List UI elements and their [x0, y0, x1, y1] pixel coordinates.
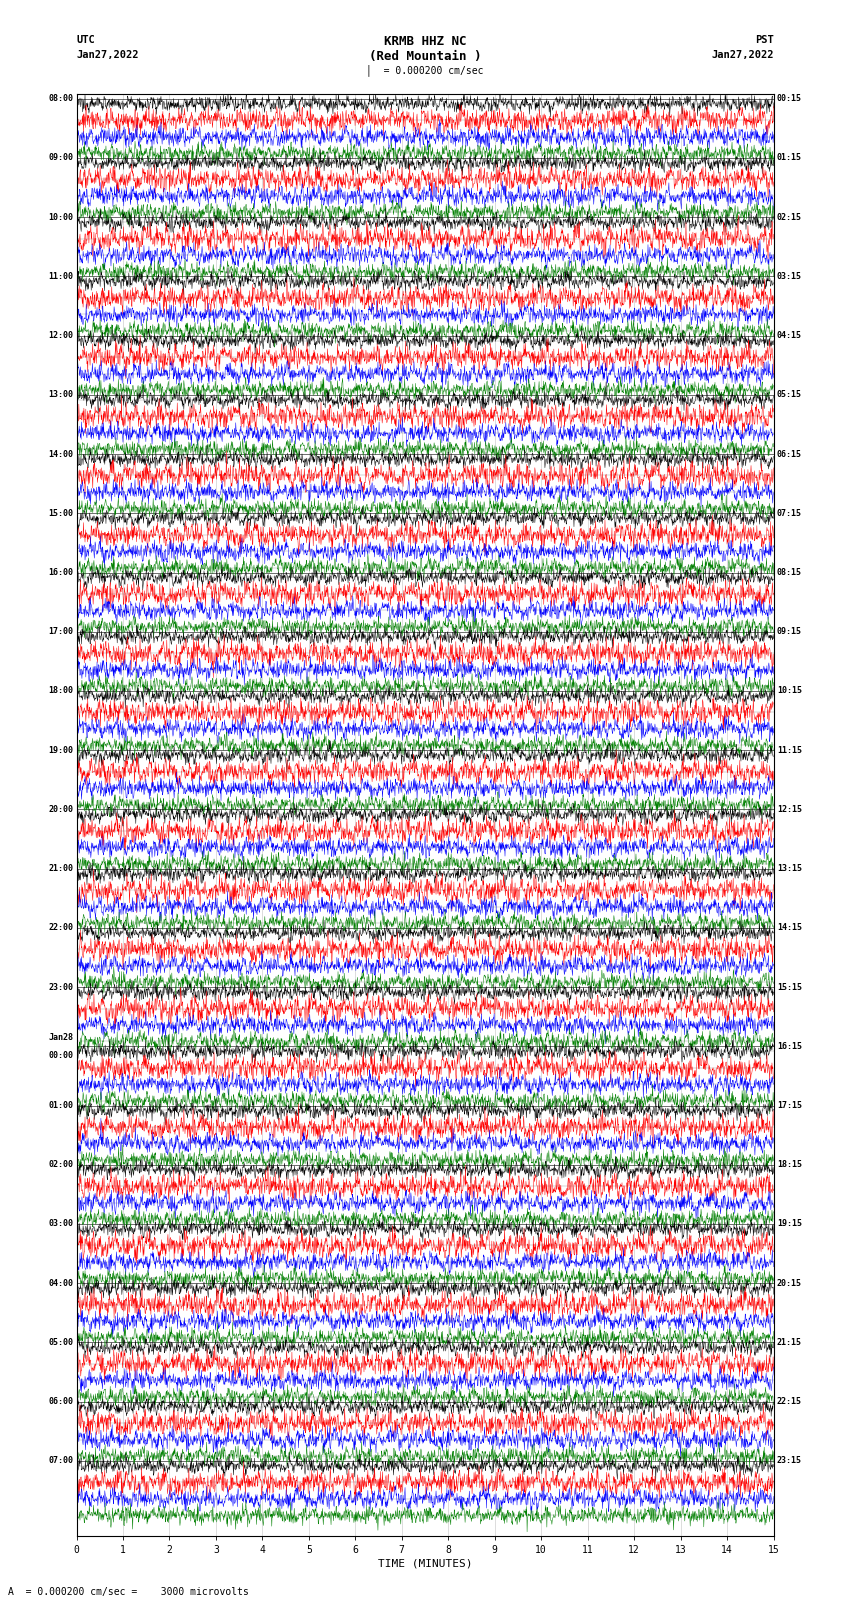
Text: 19:00: 19:00	[48, 745, 73, 755]
Text: 13:00: 13:00	[48, 390, 73, 400]
Text: 08:00: 08:00	[48, 94, 73, 103]
Text: 21:00: 21:00	[48, 865, 73, 873]
X-axis label: TIME (MINUTES): TIME (MINUTES)	[377, 1558, 473, 1569]
Text: 02:00: 02:00	[48, 1160, 73, 1169]
Text: Jan27,2022: Jan27,2022	[76, 50, 139, 60]
Text: 11:00: 11:00	[48, 273, 73, 281]
Text: 01:15: 01:15	[777, 153, 802, 163]
Text: (Red Mountain ): (Red Mountain )	[369, 50, 481, 63]
Text: 03:00: 03:00	[48, 1219, 73, 1229]
Text: 17:00: 17:00	[48, 627, 73, 636]
Text: 09:15: 09:15	[777, 627, 802, 636]
Text: 22:00: 22:00	[48, 923, 73, 932]
Text: 22:15: 22:15	[777, 1397, 802, 1407]
Text: 23:15: 23:15	[777, 1457, 802, 1465]
Text: 05:15: 05:15	[777, 390, 802, 400]
Text: 17:15: 17:15	[777, 1102, 802, 1110]
Text: 12:00: 12:00	[48, 331, 73, 340]
Text: 23:00: 23:00	[48, 982, 73, 992]
Text: 12:15: 12:15	[777, 805, 802, 815]
Text: 10:15: 10:15	[777, 687, 802, 695]
Text: 04:00: 04:00	[48, 1279, 73, 1287]
Text: 20:15: 20:15	[777, 1279, 802, 1287]
Text: 15:00: 15:00	[48, 508, 73, 518]
Text: 10:00: 10:00	[48, 213, 73, 221]
Text: 06:15: 06:15	[777, 450, 802, 458]
Text: Jan28: Jan28	[48, 1032, 73, 1042]
Text: 04:15: 04:15	[777, 331, 802, 340]
Text: 14:15: 14:15	[777, 923, 802, 932]
Text: PST: PST	[755, 35, 774, 45]
Text: 16:00: 16:00	[48, 568, 73, 577]
Text: 00:00: 00:00	[48, 1050, 73, 1060]
Text: 07:15: 07:15	[777, 508, 802, 518]
Text: 18:00: 18:00	[48, 687, 73, 695]
Text: UTC: UTC	[76, 35, 95, 45]
Text: 07:00: 07:00	[48, 1457, 73, 1465]
Text: 14:00: 14:00	[48, 450, 73, 458]
Text: 18:15: 18:15	[777, 1160, 802, 1169]
Text: 05:00: 05:00	[48, 1337, 73, 1347]
Text: 20:00: 20:00	[48, 805, 73, 815]
Text: 02:15: 02:15	[777, 213, 802, 221]
Text: 15:15: 15:15	[777, 982, 802, 992]
Text: 00:15: 00:15	[777, 94, 802, 103]
Text: │  = 0.000200 cm/sec: │ = 0.000200 cm/sec	[366, 65, 484, 76]
Text: 13:15: 13:15	[777, 865, 802, 873]
Text: 19:15: 19:15	[777, 1219, 802, 1229]
Text: KRMB HHZ NC: KRMB HHZ NC	[383, 35, 467, 48]
Text: 11:15: 11:15	[777, 745, 802, 755]
Text: 16:15: 16:15	[777, 1042, 802, 1050]
Text: A  = 0.000200 cm/sec =    3000 microvolts: A = 0.000200 cm/sec = 3000 microvolts	[8, 1587, 249, 1597]
Text: 01:00: 01:00	[48, 1102, 73, 1110]
Text: 03:15: 03:15	[777, 273, 802, 281]
Text: 06:00: 06:00	[48, 1397, 73, 1407]
Text: Jan27,2022: Jan27,2022	[711, 50, 774, 60]
Text: 21:15: 21:15	[777, 1337, 802, 1347]
Text: 09:00: 09:00	[48, 153, 73, 163]
Text: 08:15: 08:15	[777, 568, 802, 577]
